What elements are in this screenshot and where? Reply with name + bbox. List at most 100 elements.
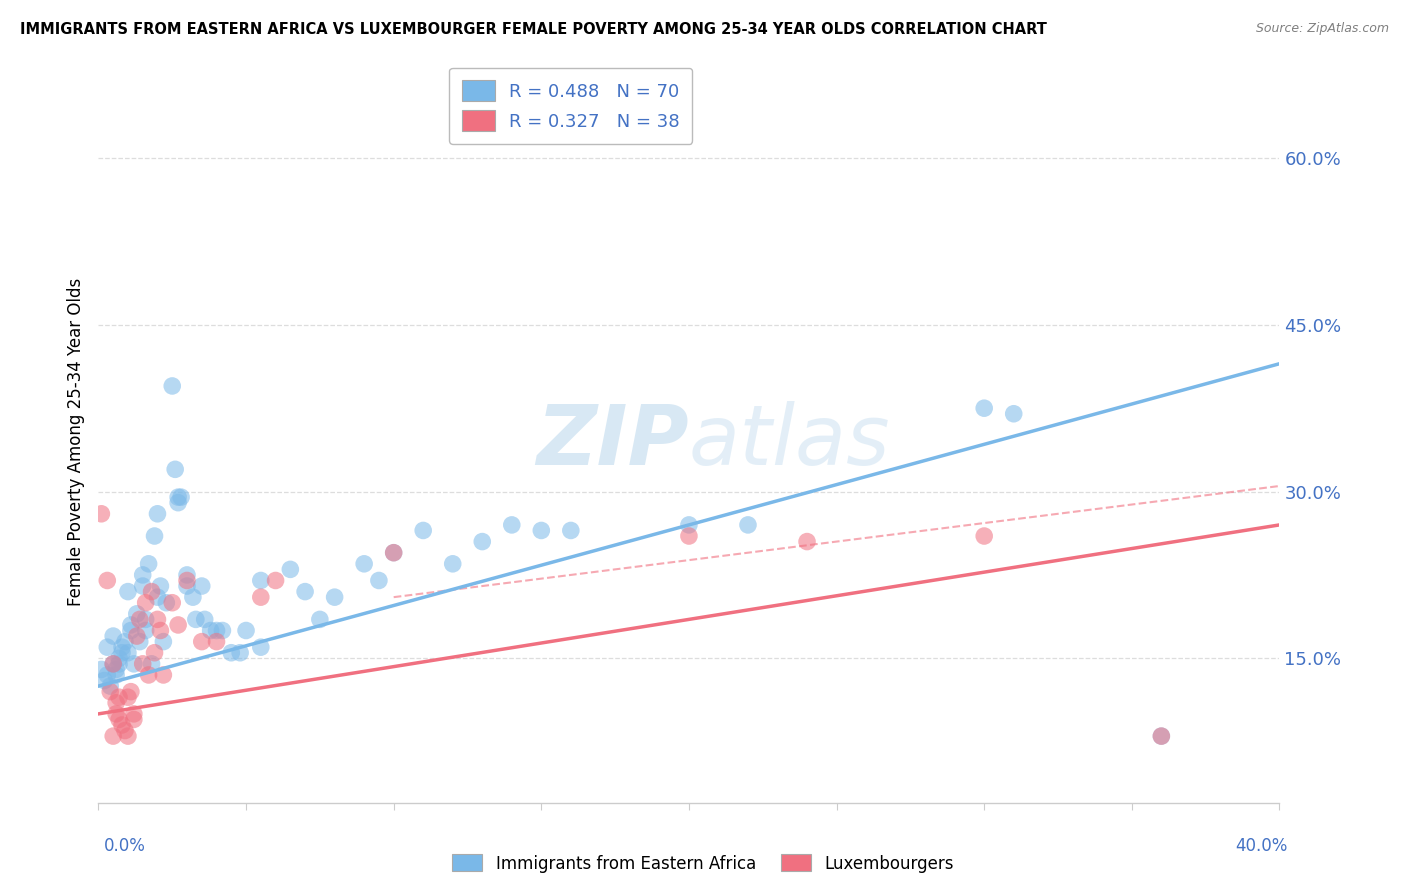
Point — [122, 706, 145, 721]
Text: 40.0%: 40.0% — [1236, 837, 1288, 855]
Point — [205, 634, 228, 648]
Point — [368, 574, 391, 588]
Text: atlas: atlas — [689, 401, 890, 482]
Point — [973, 529, 995, 543]
Point — [205, 624, 228, 638]
Point — [128, 612, 150, 626]
Text: 0.0%: 0.0% — [104, 837, 146, 855]
Point — [250, 574, 273, 588]
Point — [152, 668, 174, 682]
Point — [93, 673, 115, 688]
Point — [501, 517, 523, 532]
Point — [412, 524, 434, 538]
Point — [167, 490, 190, 504]
Point — [105, 668, 128, 682]
Point — [103, 657, 125, 671]
Point — [117, 690, 139, 705]
Point — [176, 568, 198, 582]
Point — [114, 723, 136, 738]
Point — [90, 507, 112, 521]
Text: ZIP: ZIP — [536, 401, 689, 482]
Point — [1002, 407, 1025, 421]
Point — [135, 612, 157, 626]
Point — [678, 529, 700, 543]
Point — [176, 579, 198, 593]
Point — [294, 584, 316, 599]
Point — [132, 579, 155, 593]
Point — [194, 612, 217, 626]
Point — [1150, 729, 1173, 743]
Point — [250, 590, 273, 604]
Point — [114, 634, 136, 648]
Point — [138, 557, 160, 571]
Point — [146, 612, 169, 626]
Point — [152, 634, 174, 648]
Point — [382, 546, 405, 560]
Point — [128, 634, 150, 648]
Point — [117, 584, 139, 599]
Point — [796, 534, 818, 549]
Point — [229, 646, 252, 660]
Point — [120, 684, 142, 698]
Point — [105, 662, 128, 676]
Point — [382, 546, 405, 560]
Text: IMMIGRANTS FROM EASTERN AFRICA VS LUXEMBOURGER FEMALE POVERTY AMONG 25-34 YEAR O: IMMIGRANTS FROM EASTERN AFRICA VS LUXEMB… — [20, 22, 1046, 37]
Point — [471, 534, 494, 549]
Point — [149, 579, 172, 593]
Point — [143, 646, 166, 660]
Point — [125, 629, 148, 643]
Point — [96, 668, 118, 682]
Point — [103, 629, 125, 643]
Point — [135, 596, 157, 610]
Point — [184, 612, 207, 626]
Point — [200, 624, 222, 638]
Point — [122, 657, 145, 671]
Point — [132, 657, 155, 671]
Point — [560, 524, 582, 538]
Text: Source: ZipAtlas.com: Source: ZipAtlas.com — [1256, 22, 1389, 36]
Point — [103, 729, 125, 743]
Point — [108, 651, 131, 665]
Point — [108, 690, 131, 705]
Point — [117, 646, 139, 660]
Point — [98, 684, 121, 698]
Point — [135, 624, 157, 638]
Point — [90, 662, 112, 676]
Point — [103, 657, 125, 671]
Point — [132, 568, 155, 582]
Point — [141, 657, 163, 671]
Point — [1150, 729, 1173, 743]
Point — [146, 507, 169, 521]
Legend: R = 0.488   N = 70, R = 0.327   N = 38: R = 0.488 N = 70, R = 0.327 N = 38 — [450, 68, 692, 144]
Point — [125, 607, 148, 621]
Point — [441, 557, 464, 571]
Point — [323, 590, 346, 604]
Point — [122, 713, 145, 727]
Point — [108, 657, 131, 671]
Point — [353, 557, 375, 571]
Point — [162, 379, 183, 393]
Y-axis label: Female Poverty Among 25-34 Year Olds: Female Poverty Among 25-34 Year Olds — [66, 277, 84, 606]
Point — [162, 596, 183, 610]
Point — [111, 646, 134, 660]
Point — [973, 401, 995, 416]
Point — [165, 462, 187, 476]
Legend: Immigrants from Eastern Africa, Luxembourgers: Immigrants from Eastern Africa, Luxembou… — [446, 847, 960, 880]
Point — [176, 574, 198, 588]
Point — [111, 718, 134, 732]
Point — [167, 496, 190, 510]
Point — [120, 618, 142, 632]
Point — [264, 574, 287, 588]
Point — [221, 646, 243, 660]
Point — [105, 706, 128, 721]
Point — [98, 679, 121, 693]
Point — [149, 624, 172, 638]
Point — [678, 517, 700, 532]
Point — [530, 524, 553, 538]
Point — [117, 729, 139, 743]
Point — [96, 640, 118, 655]
Point — [280, 562, 302, 576]
Point — [235, 624, 257, 638]
Point — [111, 640, 134, 655]
Point — [191, 634, 214, 648]
